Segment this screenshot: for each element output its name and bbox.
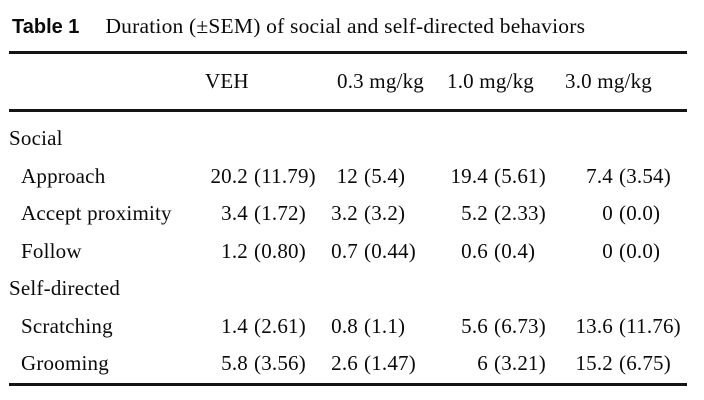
cell-value: 0	[602, 238, 613, 263]
cell-sem: (1.1)	[364, 313, 406, 338]
cell-value: 3.2	[331, 201, 358, 226]
table-cell: 5.6 (6.73)	[440, 314, 560, 339]
cell-sem: (0.44)	[364, 238, 416, 263]
top-rule	[9, 51, 687, 54]
row-label: Scratching	[21, 313, 113, 338]
table-cell: 0 (0.0)	[560, 239, 687, 264]
table-number-label: Table 1	[12, 16, 80, 38]
cell-sem: (2.33)	[494, 201, 546, 226]
cell-value: 12	[336, 163, 358, 188]
table-caption-text: Duration (±SEM) of social and self-direc…	[105, 14, 586, 38]
column-header-veh: VEH	[205, 69, 249, 93]
cell-value: 20.2	[210, 163, 248, 188]
header-rule	[9, 109, 687, 112]
cell-sem: (6.75)	[619, 351, 671, 376]
cell-value: 0	[602, 201, 613, 226]
cell-value: 0.8	[331, 313, 358, 338]
cell-sem: (3.56)	[254, 351, 306, 376]
table-row-grooming: Grooming 5.8 (3.56) 2.6 (1.47) 6 (3.21) 15.…	[9, 345, 687, 383]
table-cell: 5.8 (3.56)	[200, 351, 330, 376]
section-row-self-directed: Self-directed	[9, 270, 687, 308]
table-container: Table 1 Duration (±SEM) of social and sel…	[9, 0, 687, 386]
row-label: Follow	[21, 238, 82, 263]
column-header-3-0-mgkg: 3.0 mg/kg	[565, 69, 652, 93]
table-cell: 0.8 (1.1)	[330, 314, 440, 339]
cell-value: 15.2	[575, 351, 613, 376]
cell-sem: (0.4)	[494, 238, 536, 263]
bottom-rule	[9, 382, 687, 386]
cell-sem: (6.73)	[494, 313, 546, 338]
cell-value: 0.6	[461, 238, 488, 263]
cell-value: 0.7	[331, 238, 358, 263]
table-cell: 0 (0.0)	[560, 201, 687, 226]
cell-value: 1.4	[221, 313, 248, 338]
table-cell: 7.4 (3.54)	[560, 164, 687, 189]
cell-sem: (0.80)	[254, 238, 306, 263]
cell-sem: (0.0)	[619, 201, 661, 226]
cell-sem: (3.21)	[494, 351, 546, 376]
cell-sem: (11.76)	[619, 313, 681, 338]
table-caption-row: Table 1 Duration (±SEM) of social and sel…	[9, 0, 687, 51]
table-cell: 0.7 (0.44)	[330, 239, 440, 264]
cell-value: 19.4	[450, 163, 488, 188]
cell-sem: (1.47)	[364, 351, 416, 376]
cell-sem: (3.2)	[364, 201, 406, 226]
cell-value: 3.4	[221, 201, 248, 226]
table-cell: 3.2 (3.2)	[330, 201, 440, 226]
cell-value: 2.6	[331, 351, 358, 376]
table-cell: 20.2 (11.79)	[200, 164, 330, 189]
row-label: Accept proximity	[21, 201, 172, 226]
cell-sem: (1.72)	[254, 201, 306, 226]
table-cell: 1.2 (0.80)	[200, 239, 330, 264]
table-cell: 0.6 (0.4)	[440, 239, 560, 264]
section-label: Social	[9, 126, 63, 151]
table-cell: 2.6 (1.47)	[330, 351, 440, 376]
table-cell: 5.2 (2.33)	[440, 201, 560, 226]
cell-value: 6	[477, 351, 488, 376]
cell-value: 7.4	[586, 163, 613, 188]
cell-sem: (3.54)	[619, 163, 671, 188]
cell-sem: (11.79)	[254, 163, 316, 188]
table-row-follow: Follow 1.2 (0.80) 0.7 (0.44) 0.6 (0.4) 0 (0.…	[9, 233, 687, 271]
section-row-social: Social	[9, 120, 687, 158]
column-header-1-0-mgkg: 1.0 mg/kg	[447, 69, 534, 93]
row-label: Approach	[21, 163, 106, 188]
table-body: Social Approach 20.2 (11.79) 12 (5.4) 19.4…	[9, 112, 687, 383]
table-cell: 6 (3.21)	[440, 351, 560, 376]
section-label: Self-directed	[9, 276, 121, 301]
table-cell: 13.6 (11.76)	[560, 314, 687, 339]
row-label: Grooming	[21, 351, 109, 376]
table-row-approach: Approach 20.2 (11.79) 12 (5.4) 19.4 (5.61) …	[9, 158, 687, 196]
cell-sem: (0.0)	[619, 238, 661, 263]
column-header-row: VEH 0.3 mg/kg 1.0 mg/kg 3.0 mg/kg	[9, 54, 687, 109]
table-cell: 15.2 (6.75)	[560, 351, 687, 376]
column-header-0-3-mgkg: 0.3 mg/kg	[337, 69, 424, 93]
cell-value: 5.8	[221, 351, 248, 376]
cell-sem: (2.61)	[254, 313, 306, 338]
cell-sem: (5.4)	[364, 163, 406, 188]
cell-value: 5.2	[461, 201, 488, 226]
cell-sem: (5.61)	[494, 163, 546, 188]
cell-value: 13.6	[575, 313, 613, 338]
table-cell: 19.4 (5.61)	[440, 164, 560, 189]
cell-value: 1.2	[221, 238, 248, 263]
table-cell: 1.4 (2.61)	[200, 314, 330, 339]
cell-value: 5.6	[461, 313, 488, 338]
table-row-accept-proximity: Accept proximity 3.4 (1.72) 3.2 (3.2) 5.2(…	[9, 195, 687, 233]
table-cell: 12 (5.4)	[330, 164, 440, 189]
table-cell: 3.4 (1.72)	[200, 201, 330, 226]
table-row-scratching: Scratching 1.4 (2.61) 0.8 (1.1) 5.6 (6.73) …	[9, 308, 687, 346]
